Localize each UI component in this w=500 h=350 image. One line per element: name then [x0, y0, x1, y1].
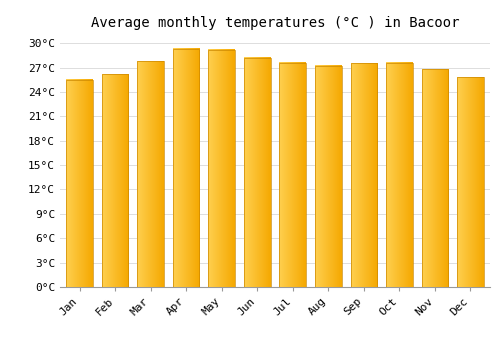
- Bar: [386, 63, 412, 287]
- Bar: [244, 58, 270, 287]
- Bar: [208, 50, 235, 287]
- Bar: [173, 49, 200, 287]
- Bar: [350, 63, 377, 287]
- Bar: [138, 61, 164, 287]
- Title: Average monthly temperatures (°C ) in Bacoor: Average monthly temperatures (°C ) in Ba…: [91, 16, 459, 30]
- Bar: [315, 66, 342, 287]
- Bar: [102, 74, 128, 287]
- Bar: [280, 63, 306, 287]
- Bar: [422, 69, 448, 287]
- Bar: [457, 77, 484, 287]
- Bar: [66, 80, 93, 287]
